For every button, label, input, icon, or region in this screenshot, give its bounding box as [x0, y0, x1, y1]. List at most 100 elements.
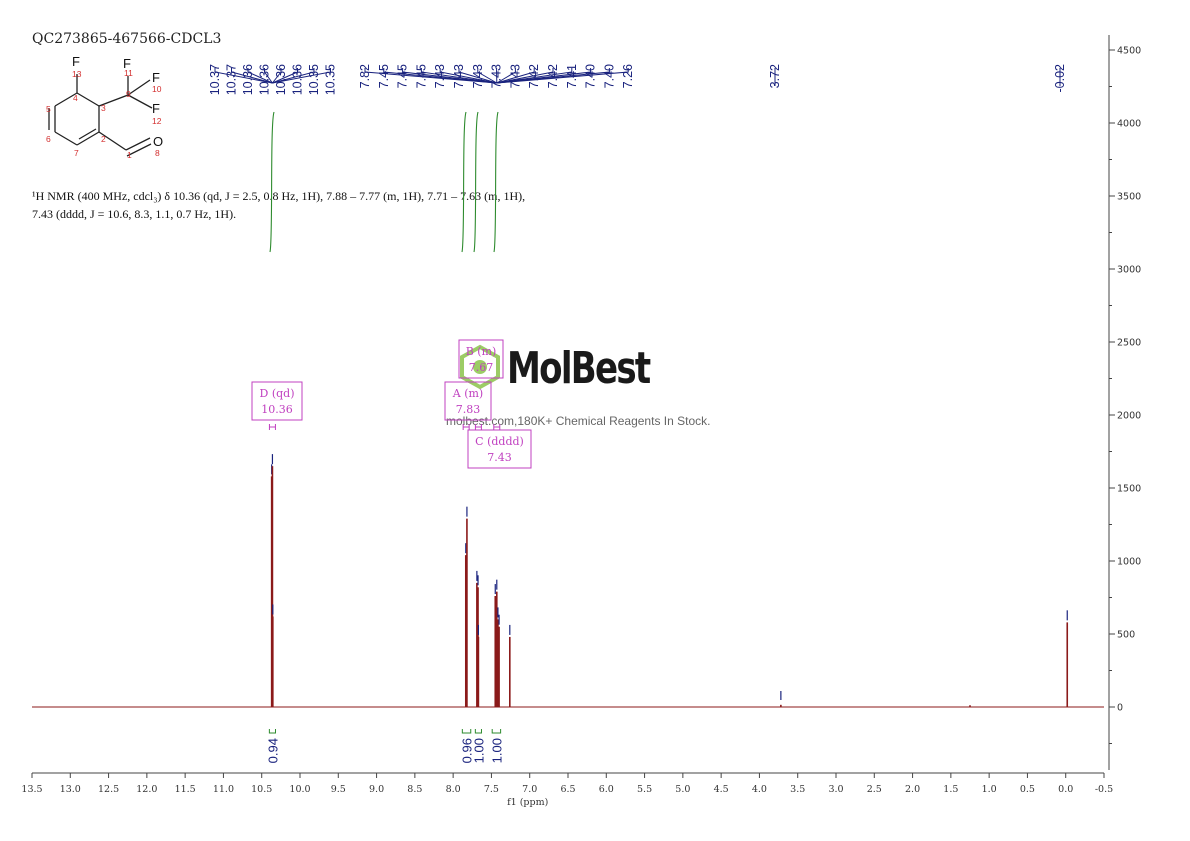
- multiplet-range-marker: [493, 424, 501, 430]
- multiplet-box: [251, 381, 303, 421]
- multiplet-shift: 7.43: [487, 451, 512, 464]
- multiplet-label: B (m): [466, 345, 497, 358]
- x-tick-label: 0.5: [1020, 784, 1035, 795]
- y-tick-label: 4500: [1117, 46, 1141, 57]
- multiplet-label: C (dddd): [475, 435, 524, 448]
- x-tick-label: 7.0: [522, 784, 537, 795]
- atom-symbol: F: [152, 101, 160, 116]
- peak-label: 10.36: [291, 64, 305, 95]
- peak-label-connector: [496, 68, 592, 84]
- x-tick-label: 13.0: [60, 784, 81, 795]
- atom-number: 3: [101, 103, 106, 113]
- atom-number: 6: [46, 134, 51, 144]
- integral-bracket: [474, 729, 482, 734]
- peak-label: 7.40: [602, 64, 616, 88]
- spectrum-layer: [32, 454, 1104, 708]
- peak-label-connector: [231, 68, 273, 84]
- x-tick-label: 4.0: [752, 784, 767, 795]
- x-tick-label: 10.5: [251, 784, 272, 795]
- bond: [76, 131, 100, 146]
- y-tick-label: 3500: [1117, 192, 1141, 203]
- watermark-logo-icon: [460, 344, 500, 390]
- peak-label-connector: [402, 68, 497, 84]
- bond: [127, 94, 153, 109]
- atom-symbol: F: [123, 56, 131, 71]
- y-tick-label: 3000: [1117, 265, 1141, 276]
- y-tick-label: 2000: [1117, 411, 1141, 422]
- x-tick-label: 12.5: [98, 784, 119, 795]
- bond: [54, 131, 78, 146]
- x-tick-label: 7.5: [484, 784, 499, 795]
- x-tick-label: 13.5: [21, 784, 42, 795]
- integral-bracket: [491, 729, 502, 734]
- bond: [125, 137, 151, 151]
- x-tick-label: 6.5: [560, 784, 575, 795]
- peak-label-connector: [214, 68, 273, 84]
- peak-label-connector: [272, 68, 315, 84]
- bond: [127, 79, 151, 96]
- bond: [126, 143, 152, 157]
- x-tick-label: 4.5: [714, 784, 729, 795]
- multiplet-label: A (m): [452, 387, 483, 400]
- atom-number: 2: [101, 134, 106, 144]
- y-tick-label: 2500: [1117, 338, 1141, 349]
- x-tick-label: 10.0: [289, 784, 310, 795]
- peak-label: 10.36: [258, 64, 272, 95]
- x-tick-label: 1.5: [943, 784, 958, 795]
- peak-label-connector: [496, 68, 516, 84]
- peak-label-connector: [496, 68, 535, 84]
- x-tick-label: 5.0: [675, 784, 690, 795]
- nmr-description-line-1: ¹H NMR (400 MHz, cdcl₃) δ 10.36 (qd, J =…: [32, 189, 526, 203]
- x-tick-label: -0.5: [1095, 784, 1113, 795]
- atom-number: 8: [155, 148, 160, 158]
- chemical-structure: F F F F O 13 11 10 12 8 4 3 2 1 5 6 7 9: [46, 54, 163, 160]
- atom-number: 5: [46, 104, 51, 114]
- watermark-brand: MolBest: [507, 343, 651, 394]
- x-tick-label: 2.5: [867, 784, 882, 795]
- x-tick-label: 12.0: [136, 784, 157, 795]
- integral-value: 1.00: [489, 738, 504, 763]
- peak-label-connector: [458, 68, 497, 84]
- bond: [78, 128, 97, 140]
- atom-symbol: O: [153, 134, 163, 149]
- integral-curve: [473, 111, 479, 253]
- x-tick-label: 9.0: [369, 784, 384, 795]
- atom-number: 9: [126, 89, 131, 99]
- x-tick-label: 5.5: [637, 784, 652, 795]
- peak-label-connector: [477, 68, 498, 84]
- peak-label-connector: [364, 68, 497, 84]
- peak-label: 10.37: [225, 64, 239, 95]
- x-tick-label: 1.0: [982, 784, 997, 795]
- multiplet-box: [444, 381, 492, 421]
- peak-label: 7.82: [358, 64, 372, 88]
- peak-label: 7.45: [414, 64, 428, 88]
- atom-number: 4: [73, 93, 78, 103]
- peak-label-connector: [264, 68, 273, 84]
- peak-label: 7.45: [396, 64, 410, 88]
- integral-curve: [269, 111, 275, 253]
- y-tick-label: 1000: [1117, 557, 1141, 568]
- peak-label-connector: [496, 68, 554, 84]
- integral-value: 1.00: [471, 738, 486, 763]
- integral-bracket: [268, 729, 276, 734]
- integral-layer: 0.94 0.961.00 1.00: [265, 111, 504, 763]
- peak-label: 7.43: [452, 64, 466, 88]
- peak-label-connector: [247, 68, 273, 84]
- atom-number: 13: [72, 69, 82, 79]
- nmr-description-line-2: 7.43 (dddd, J = 10.6, 8.3, 1.1, 0.7 Hz, …: [32, 207, 237, 221]
- integral-curve: [461, 111, 467, 253]
- bond: [98, 131, 127, 151]
- multiplet-range-marker: [474, 424, 482, 430]
- x-tick-label: 11.0: [213, 784, 234, 795]
- integral-curve: [493, 111, 499, 253]
- multiplet-shift: 7.67: [469, 361, 494, 374]
- multiplet-range-marker: [462, 424, 470, 430]
- integral-value: 0.96: [460, 738, 475, 763]
- peak-label: 7.45: [377, 64, 391, 88]
- y-tick-label: 0: [1117, 703, 1123, 714]
- multiplet-layer: D (qd) 10.36 A (m) 7.83 B (m) 7.67 C (dddd) 7.4…: [251, 339, 532, 469]
- bond: [76, 92, 100, 107]
- x-axis-title: f1 (ppm): [507, 797, 548, 808]
- peak-label-connector: [272, 68, 282, 84]
